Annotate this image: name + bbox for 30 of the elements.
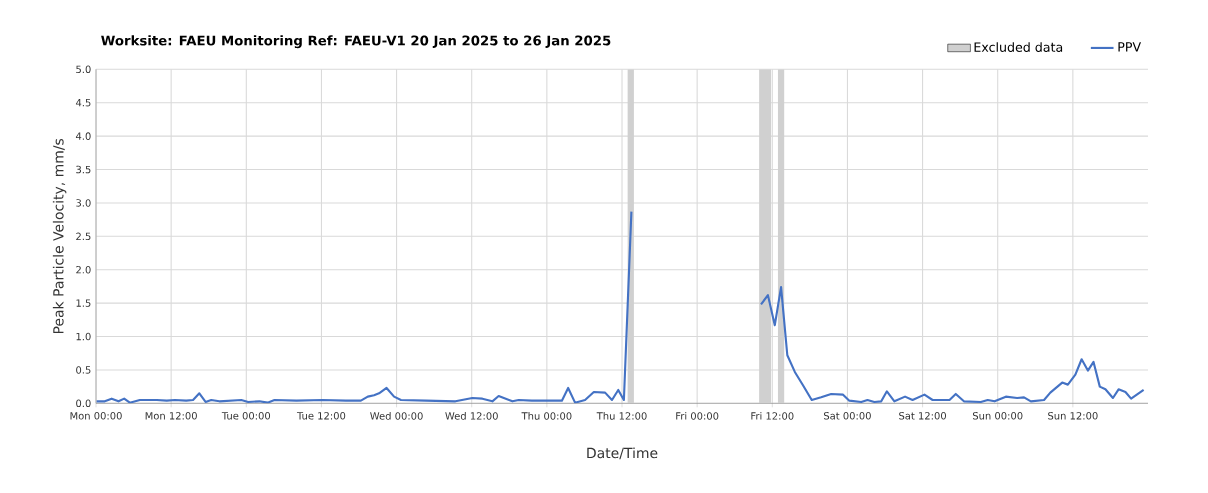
x-tick-label: Wed 12:00 (445, 411, 498, 420)
y-tick-label: 2.0 (76, 265, 91, 274)
y-tick-label: 3.5 (76, 165, 91, 174)
x-tick-label: Thu 12:00 (596, 411, 647, 420)
legend-label: PPV (1118, 42, 1141, 52)
x-tick-label: Mon 12:00 (145, 411, 197, 420)
y-tick-label: 2.5 (76, 232, 91, 240)
legend-label: Excluded data (974, 42, 1063, 52)
y-tick-label: 0.5 (76, 366, 91, 374)
chart-title: Worksite: FAEU Monitoring Ref: FAEU-V1 20 Jan 2025 to 26 Jan 2025 (101, 35, 611, 49)
x-axis-title: Date/Time (587, 447, 658, 460)
x-tick-label: Thu 00:00 (521, 411, 572, 420)
y-tick-label: 4.5 (75, 98, 91, 107)
x-tick-label: Sun 00:00 (972, 411, 1023, 420)
x-tick-label: Fri 00:00 (676, 411, 719, 420)
y-tick-label: 5.0 (76, 65, 91, 73)
x-tick-label: Fri 12:00 (751, 411, 794, 420)
y-axis-title: Peak Particle Velocity, mm/s (52, 138, 67, 333)
x-tick-label: Tue 00:00 (221, 411, 271, 420)
x-tick-label: Mon 00:00 (70, 411, 122, 420)
x-tick-label: Sun 12:00 (1048, 411, 1098, 420)
x-tick-label: Tue 12:00 (296, 411, 346, 420)
y-tick-label: 1.0 (76, 332, 91, 341)
x-tick-label: Wed 00:00 (370, 411, 423, 420)
x-tick-label: Sat 12:00 (899, 411, 946, 420)
y-tick-label: 4.0 (75, 132, 91, 140)
x-tick-label: Sat 00:00 (823, 411, 871, 420)
y-tick-label: 0.0 (76, 399, 91, 407)
y-tick-label: 3.0 (76, 199, 91, 207)
y-tick-label: 1.5 (76, 299, 91, 307)
